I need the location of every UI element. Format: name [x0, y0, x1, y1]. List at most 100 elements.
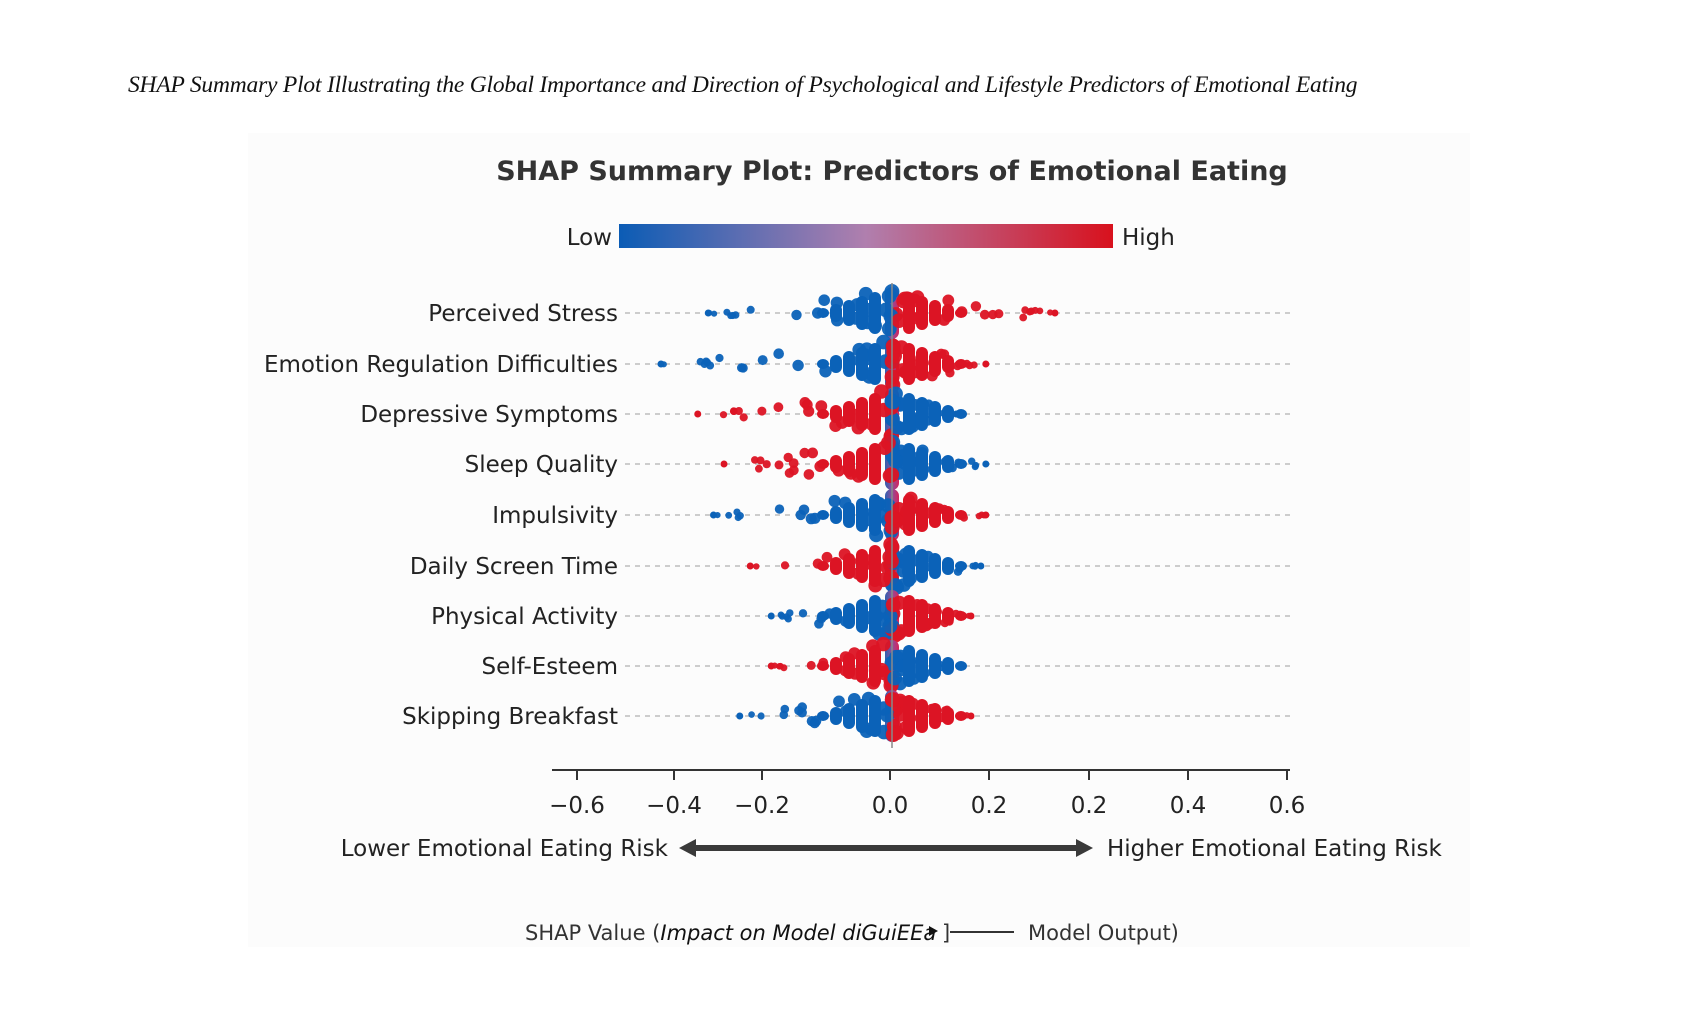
shap-dot-stack: [942, 506, 954, 524]
shap-dot: [694, 410, 702, 418]
shap-dot: [828, 494, 841, 508]
shap-dot-stack: [942, 455, 954, 473]
shap-dot: [883, 536, 899, 552]
feature-label: Impulsivity: [492, 503, 618, 529]
shap-dot-stack: [856, 549, 868, 583]
shap-dot: [757, 406, 767, 416]
shap-dot: [952, 410, 960, 418]
shap-dot-stack: [817, 711, 829, 721]
shap-dot-stack: [916, 397, 928, 431]
shap-dot-stack: [903, 343, 915, 385]
shap-dot-stack: [929, 502, 941, 528]
shap-dot: [1019, 313, 1028, 322]
feature-label: Depressive Symptoms: [360, 402, 618, 428]
shap-dot: [751, 456, 759, 464]
shap-dot: [807, 447, 818, 459]
shap-dot: [757, 712, 765, 720]
feature-dots: [767, 590, 975, 643]
shap-dot: [888, 453, 903, 469]
shap-dot: [877, 440, 892, 456]
shap-dot-stack: [869, 292, 881, 334]
x-tick-label: 0.6: [1269, 793, 1306, 819]
shap-dot: [779, 710, 789, 720]
shap-dot: [746, 305, 755, 314]
feature-label: Emotion Regulation Difficulties: [264, 352, 618, 378]
plot-panel: [248, 133, 1470, 947]
shap-dot: [755, 464, 763, 473]
shap-dot: [1031, 306, 1039, 314]
shap-dot-stack: [830, 405, 842, 423]
shap-dot-stack: [916, 447, 928, 481]
shap-dot: [753, 563, 760, 570]
shap-dot: [737, 363, 747, 373]
shap-dot: [970, 301, 982, 312]
shap-dot: [774, 460, 784, 470]
shap-dot-stack: [817, 661, 829, 671]
feature-label: Sleep Quality: [465, 452, 618, 478]
x-tick-label: −0.4: [646, 793, 702, 819]
shap-dot-stack: [903, 443, 915, 485]
shap-dot-stack: [843, 603, 855, 629]
shap-dot-stack: [869, 443, 881, 485]
shap-dot-stack: [817, 459, 829, 469]
shap-dot-stack: [929, 653, 941, 679]
shap-dot: [720, 460, 728, 468]
shap-dot-stack: [856, 296, 868, 330]
shap-dot-stack: [903, 545, 915, 587]
shap-dot-stack: [903, 494, 915, 536]
shap-dot: [776, 663, 783, 670]
shap-dot-stack: [916, 498, 928, 532]
feature-dots: [657, 334, 990, 393]
shap-dot: [1051, 309, 1059, 317]
feature-dots: [767, 636, 967, 693]
shap-dot: [994, 309, 1004, 319]
beeswarm-dots: [657, 284, 1059, 742]
shap-dot-stack: [869, 494, 881, 536]
shap-dot-stack: [929, 553, 941, 579]
shap-dot-stack: [830, 707, 842, 725]
shap-dot: [784, 615, 792, 623]
shap-dot-stack: [942, 607, 954, 625]
shap-dot-stack: [830, 506, 842, 524]
shap-dot: [982, 360, 990, 368]
shap-dot-stack: [942, 707, 954, 725]
shap-dot-stack: [955, 308, 967, 318]
shap-dot-stack: [916, 549, 928, 583]
shap-dot-stack: [942, 355, 954, 373]
shap-dot-stack: [843, 351, 855, 377]
shap-dot: [882, 618, 898, 634]
feature-dots: [746, 536, 985, 595]
shap-dot-stack: [830, 657, 842, 675]
arrow-left-icon: [679, 839, 696, 857]
shap-dot-stack: [916, 649, 928, 683]
shap-dot-stack: [942, 557, 954, 575]
shap-dot: [882, 549, 898, 565]
x-axis-label: SHAP Value (Impact on Model diGuiEEa ] M…: [525, 921, 1179, 945]
shap-dot-stack: [817, 510, 829, 520]
shap-dot: [795, 509, 806, 521]
shap-dot-stack: [955, 561, 967, 571]
shap-dot: [706, 361, 715, 370]
shap-dot: [783, 452, 793, 463]
shap-dot: [736, 512, 744, 520]
shap-dot: [657, 360, 665, 368]
shap-dot: [979, 309, 990, 320]
shap-dot: [748, 711, 755, 718]
shap-dot: [773, 348, 784, 360]
shap-dot: [757, 355, 768, 366]
shap-dot: [803, 469, 815, 480]
shap-dot: [833, 695, 845, 708]
direction-left-label: Lower Emotional Eating Risk: [341, 836, 669, 862]
shap-dot: [734, 407, 743, 415]
x-tick-label: 0.2: [1071, 793, 1108, 819]
feature-dots: [704, 284, 1059, 339]
shap-dot: [729, 311, 737, 320]
feature-label: Self-Esteem: [481, 654, 618, 680]
shap-dot-stack: [929, 401, 941, 427]
shap-dot: [799, 447, 810, 459]
xlabel-suffix: Model Output): [1028, 921, 1179, 945]
shap-dot: [1021, 306, 1029, 314]
shap-dot-stack: [869, 595, 881, 637]
shap-dot-stack: [916, 296, 928, 330]
